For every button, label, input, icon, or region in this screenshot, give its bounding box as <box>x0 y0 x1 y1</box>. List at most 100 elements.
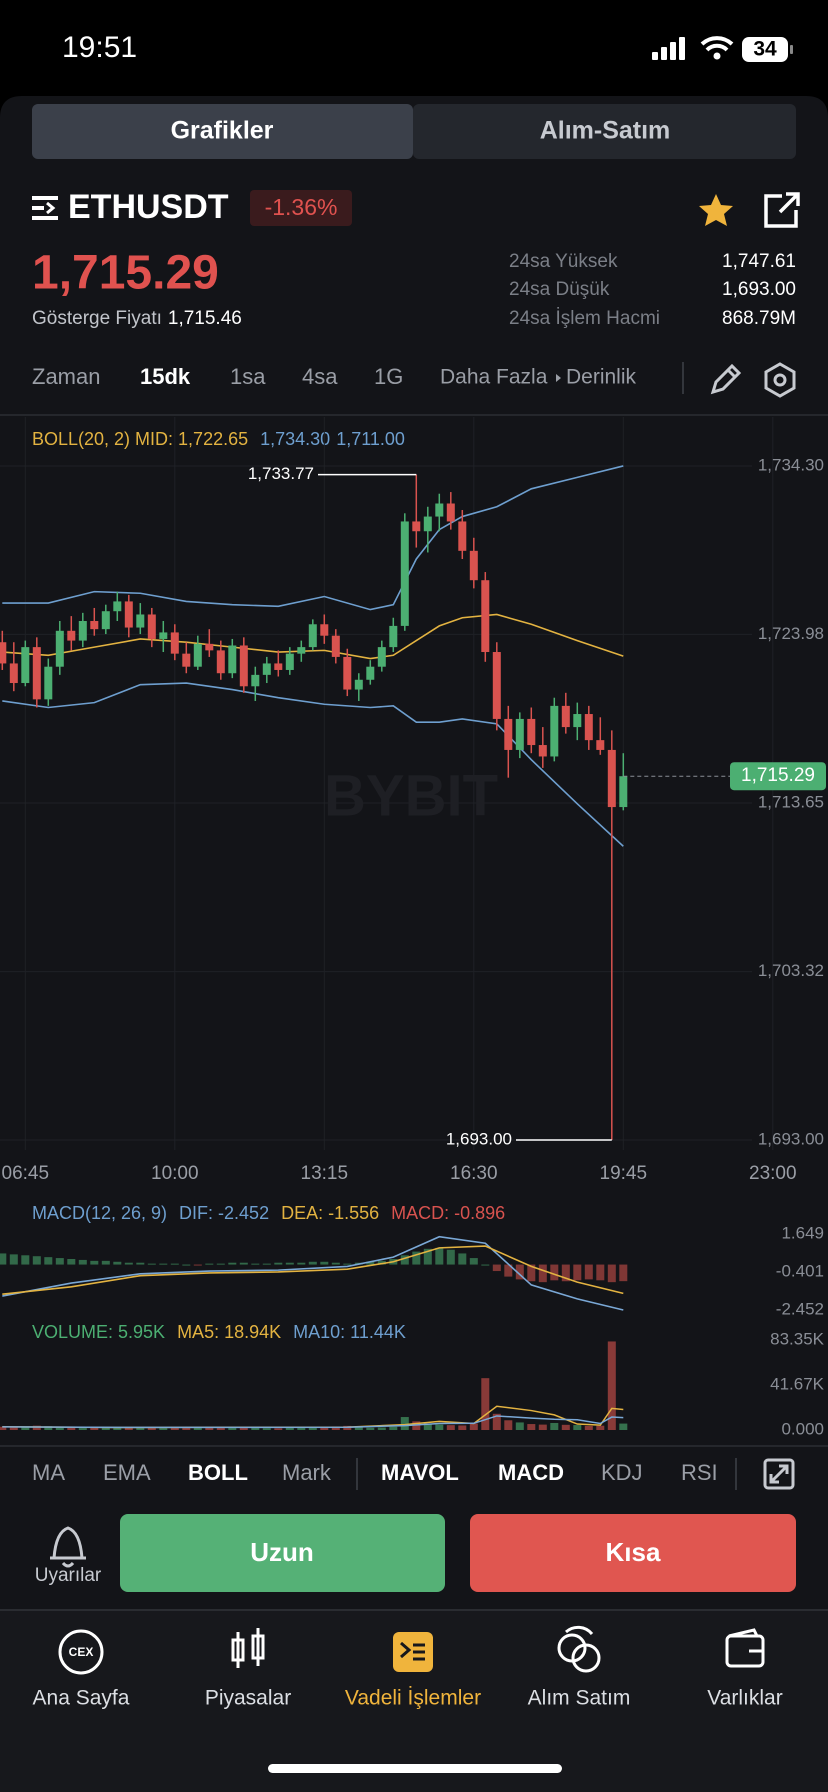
nav-label[interactable]: Alım Satım <box>528 1687 631 1710</box>
candle-body <box>561 705 570 728</box>
indicator[interactable]: RSI <box>681 1460 718 1485</box>
short-label[interactable]: Kısa <box>606 1537 661 1567</box>
timeframe[interactable]: 1G <box>374 364 403 389</box>
volume-bar <box>446 1425 455 1430</box>
volume-bar <box>193 1427 202 1430</box>
indicator-active[interactable]: MAVOL <box>381 1460 459 1485</box>
expand-icon[interactable] <box>763 1458 795 1490</box>
candle-body <box>159 632 168 639</box>
y-tick-label: -2.452 <box>776 1299 824 1318</box>
indicator-active[interactable]: BOLL <box>188 1460 248 1485</box>
battery-level: 34 <box>753 38 777 61</box>
symbol[interactable]: ETHUSDT <box>68 188 229 226</box>
long-label[interactable]: Uzun <box>250 1537 314 1567</box>
volume-bar <box>251 1426 260 1430</box>
macd-bar <box>216 1263 225 1265</box>
indicator[interactable]: MA <box>32 1460 65 1485</box>
settings-icon[interactable] <box>764 362 796 398</box>
timeframe-more[interactable]: Daha Fazla <box>440 366 548 389</box>
candle-body <box>297 647 306 654</box>
macd-bar <box>619 1264 628 1282</box>
volume-bar <box>228 1427 237 1430</box>
dea-line <box>2 1245 624 1296</box>
candle-body <box>9 663 18 684</box>
timeframe[interactable]: Zaman <box>32 364 100 389</box>
volume-bar <box>550 1422 559 1430</box>
nav-label[interactable]: Varlıklar <box>707 1687 782 1710</box>
tab[interactable] <box>413 104 796 159</box>
timeframe[interactable]: 1sa <box>230 364 266 389</box>
volume-bar <box>492 1413 501 1430</box>
indicator[interactable]: KDJ <box>601 1460 643 1485</box>
volume-bar <box>527 1424 536 1430</box>
tab-label[interactable]: Alım-Satım <box>540 117 671 145</box>
macd-bar <box>44 1257 53 1265</box>
bell-icon[interactable] <box>50 1526 86 1568</box>
volume-bar <box>90 1427 99 1430</box>
macd-bar <box>262 1263 271 1265</box>
battery <box>742 37 788 62</box>
menu-icon[interactable] <box>32 196 58 220</box>
macd-bar <box>561 1264 570 1282</box>
volume-bar <box>458 1425 467 1430</box>
indicator-active[interactable]: MACD <box>498 1460 564 1485</box>
timeframe[interactable]: 4sa <box>302 364 338 389</box>
high-label: 1,733.77 <box>248 464 314 483</box>
volume-bar <box>584 1425 593 1430</box>
nav-label[interactable]: Ana Sayfa <box>33 1687 130 1710</box>
macd-bar <box>21 1255 30 1265</box>
volume-bar <box>239 1426 248 1430</box>
macd-bar <box>308 1261 317 1265</box>
nav-label-active[interactable]: Vadeli İşlemler <box>345 1687 481 1710</box>
volume-bar <box>78 1428 87 1430</box>
trade-icon[interactable] <box>557 1625 601 1673</box>
home-icon[interactable] <box>58 1629 104 1675</box>
volume-bar <box>285 1427 294 1430</box>
dif: DIF: -2.452 <box>179 1203 269 1223</box>
dif-line <box>2 1235 624 1311</box>
volume-bar <box>354 1427 363 1430</box>
depth-tab[interactable]: Derinlik <box>566 366 637 389</box>
candle-body <box>274 663 283 670</box>
assets-icon[interactable] <box>725 1628 765 1668</box>
y-tick-label: 83.35K <box>770 1329 825 1348</box>
volume-bar <box>55 1427 64 1430</box>
x-tick-label: 13:15 <box>301 1163 349 1184</box>
timeframe-active[interactable]: 15dk <box>140 364 191 389</box>
alerts-label[interactable]: Uyarılar <box>35 1565 102 1586</box>
candle-body <box>90 621 99 630</box>
dropdown-caret <box>556 374 561 382</box>
short-button[interactable] <box>470 1514 796 1592</box>
stat-label: 24sa Yüksek <box>509 251 618 272</box>
stat-value: 868.79M <box>722 308 796 329</box>
tab-label[interactable]: Grafikler <box>171 117 274 145</box>
favorite-star[interactable] <box>699 194 733 226</box>
macd-bar <box>90 1260 99 1265</box>
markets-icon[interactable] <box>231 1628 265 1668</box>
macd-bar <box>67 1258 76 1265</box>
nav-label[interactable]: Piyasalar <box>205 1687 291 1710</box>
macd-bar <box>481 1264 490 1266</box>
volume-bar <box>308 1427 317 1430</box>
y-tick-label: 0.000 <box>781 1419 824 1438</box>
volume-bar <box>32 1425 41 1430</box>
indicator[interactable]: Mark <box>282 1460 332 1485</box>
draw-icon[interactable] <box>710 363 742 395</box>
long-button[interactable] <box>120 1514 445 1592</box>
dea: DEA: -1.556 <box>281 1203 379 1223</box>
macd-bar <box>0 1253 7 1265</box>
candle-body <box>515 718 524 750</box>
volume-bar <box>366 1427 375 1430</box>
ma10: MA10: 11.44K <box>293 1322 406 1342</box>
home-indicator <box>268 1764 562 1773</box>
indicator[interactable]: EMA <box>103 1460 151 1485</box>
index-price: 1,715.46 <box>168 308 242 329</box>
macd-bar <box>239 1262 248 1265</box>
share-icon[interactable] <box>764 192 800 228</box>
volume-bar <box>9 1427 18 1430</box>
candle-body <box>469 550 478 581</box>
volume-bar <box>377 1427 386 1430</box>
volume-bar <box>435 1424 444 1430</box>
tab-active[interactable] <box>32 104 413 159</box>
candle-body <box>285 653 294 670</box>
